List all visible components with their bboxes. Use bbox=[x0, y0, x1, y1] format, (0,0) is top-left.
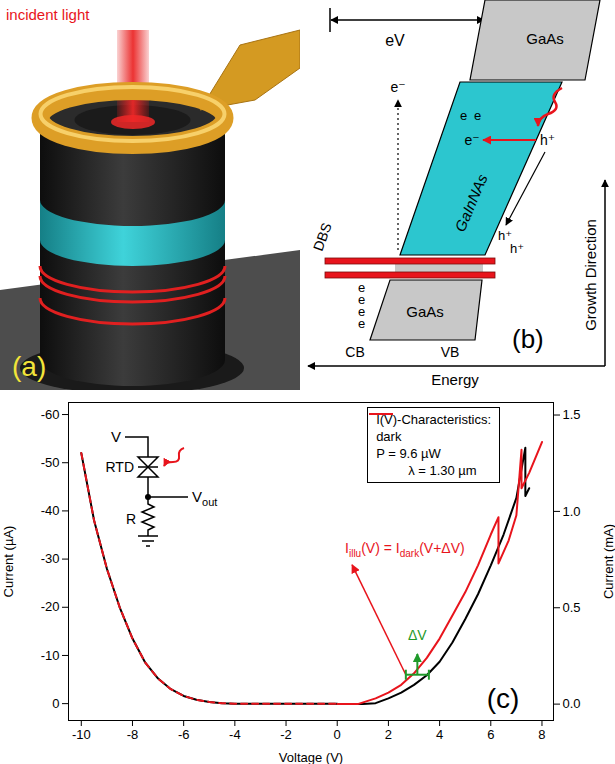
svg-text:eV: eV bbox=[385, 32, 405, 49]
svg-text:h⁺: h⁺ bbox=[540, 132, 555, 148]
svg-text:GaAs: GaAs bbox=[526, 30, 564, 47]
svg-text:Growth Direction: Growth Direction bbox=[582, 219, 599, 331]
html-text:I(V)-Characteristics:: I(V)-Characteristics: bbox=[376, 412, 491, 427]
svg-text:1.5: 1.5 bbox=[563, 407, 581, 422]
svg-text:ΔV: ΔV bbox=[408, 627, 427, 643]
svg-text:e⁻: e⁻ bbox=[390, 79, 405, 95]
html-text:λ = 1.30 µm: λ = 1.30 µm bbox=[408, 463, 477, 478]
svg-text:GaInNAs: GaInNAs bbox=[451, 171, 491, 234]
svg-text:-20: -20 bbox=[41, 599, 60, 614]
html-text:P = 9.6 µW: P = 9.6 µW bbox=[376, 446, 441, 461]
svg-text:h⁺: h⁺ bbox=[498, 228, 513, 243]
svg-text:-60: -60 bbox=[41, 407, 60, 422]
svg-text:(b): (b) bbox=[512, 324, 544, 354]
svg-text:0: 0 bbox=[334, 727, 341, 742]
svg-text:h⁺: h⁺ bbox=[510, 241, 524, 256]
svg-text:4: 4 bbox=[436, 727, 443, 742]
svg-text:-50: -50 bbox=[41, 455, 60, 470]
svg-text:R: R bbox=[126, 511, 136, 527]
svg-text:(a): (a) bbox=[12, 351, 46, 382]
svg-text:Current (mA): Current (mA) bbox=[601, 524, 615, 599]
svg-text:e⁻: e⁻ bbox=[464, 132, 479, 148]
svg-text:-10: -10 bbox=[72, 727, 91, 742]
svg-text:-10: -10 bbox=[41, 648, 60, 663]
svg-text:Iillu(V) = Idark(V+ΔV): Iillu(V) = Idark(V+ΔV) bbox=[345, 540, 465, 559]
svg-text:6: 6 bbox=[487, 727, 494, 742]
svg-text:-40: -40 bbox=[41, 503, 60, 518]
svg-text:e: e bbox=[358, 304, 366, 319]
svg-text:e: e bbox=[358, 316, 365, 331]
svg-text:e: e bbox=[460, 108, 467, 123]
svg-text:GaAs: GaAs bbox=[406, 303, 444, 320]
svg-text:Energy: Energy bbox=[431, 371, 479, 388]
svg-text:CB: CB bbox=[345, 344, 364, 360]
svg-text:e: e bbox=[474, 108, 481, 123]
svg-text:incident light: incident light bbox=[6, 6, 90, 23]
svg-text:8: 8 bbox=[538, 727, 545, 742]
svg-text:-2: -2 bbox=[280, 727, 292, 742]
svg-text:VB: VB bbox=[441, 344, 460, 360]
svg-text:Vout: Vout bbox=[192, 488, 217, 508]
html-text:dark: dark bbox=[376, 429, 402, 444]
svg-text:Current (µA): Current (µA) bbox=[1, 526, 16, 598]
svg-text:2: 2 bbox=[385, 727, 392, 742]
svg-text:e: e bbox=[358, 292, 366, 307]
svg-text:-6: -6 bbox=[178, 727, 190, 742]
svg-text:e: e bbox=[358, 280, 366, 295]
svg-text:-30: -30 bbox=[41, 551, 60, 566]
svg-text:RTD: RTD bbox=[105, 459, 134, 475]
svg-text:(c): (c) bbox=[487, 683, 520, 714]
svg-text:-4: -4 bbox=[229, 727, 241, 742]
svg-text:1.0: 1.0 bbox=[563, 504, 581, 519]
svg-text:0.5: 0.5 bbox=[563, 600, 581, 615]
svg-text:0.0: 0.0 bbox=[563, 696, 581, 711]
svg-text:V: V bbox=[111, 428, 121, 445]
svg-text:Voltage (V): Voltage (V) bbox=[279, 750, 343, 764]
svg-text:0: 0 bbox=[52, 696, 59, 711]
svg-text:DBS: DBS bbox=[310, 220, 335, 253]
svg-text:-8: -8 bbox=[127, 727, 139, 742]
